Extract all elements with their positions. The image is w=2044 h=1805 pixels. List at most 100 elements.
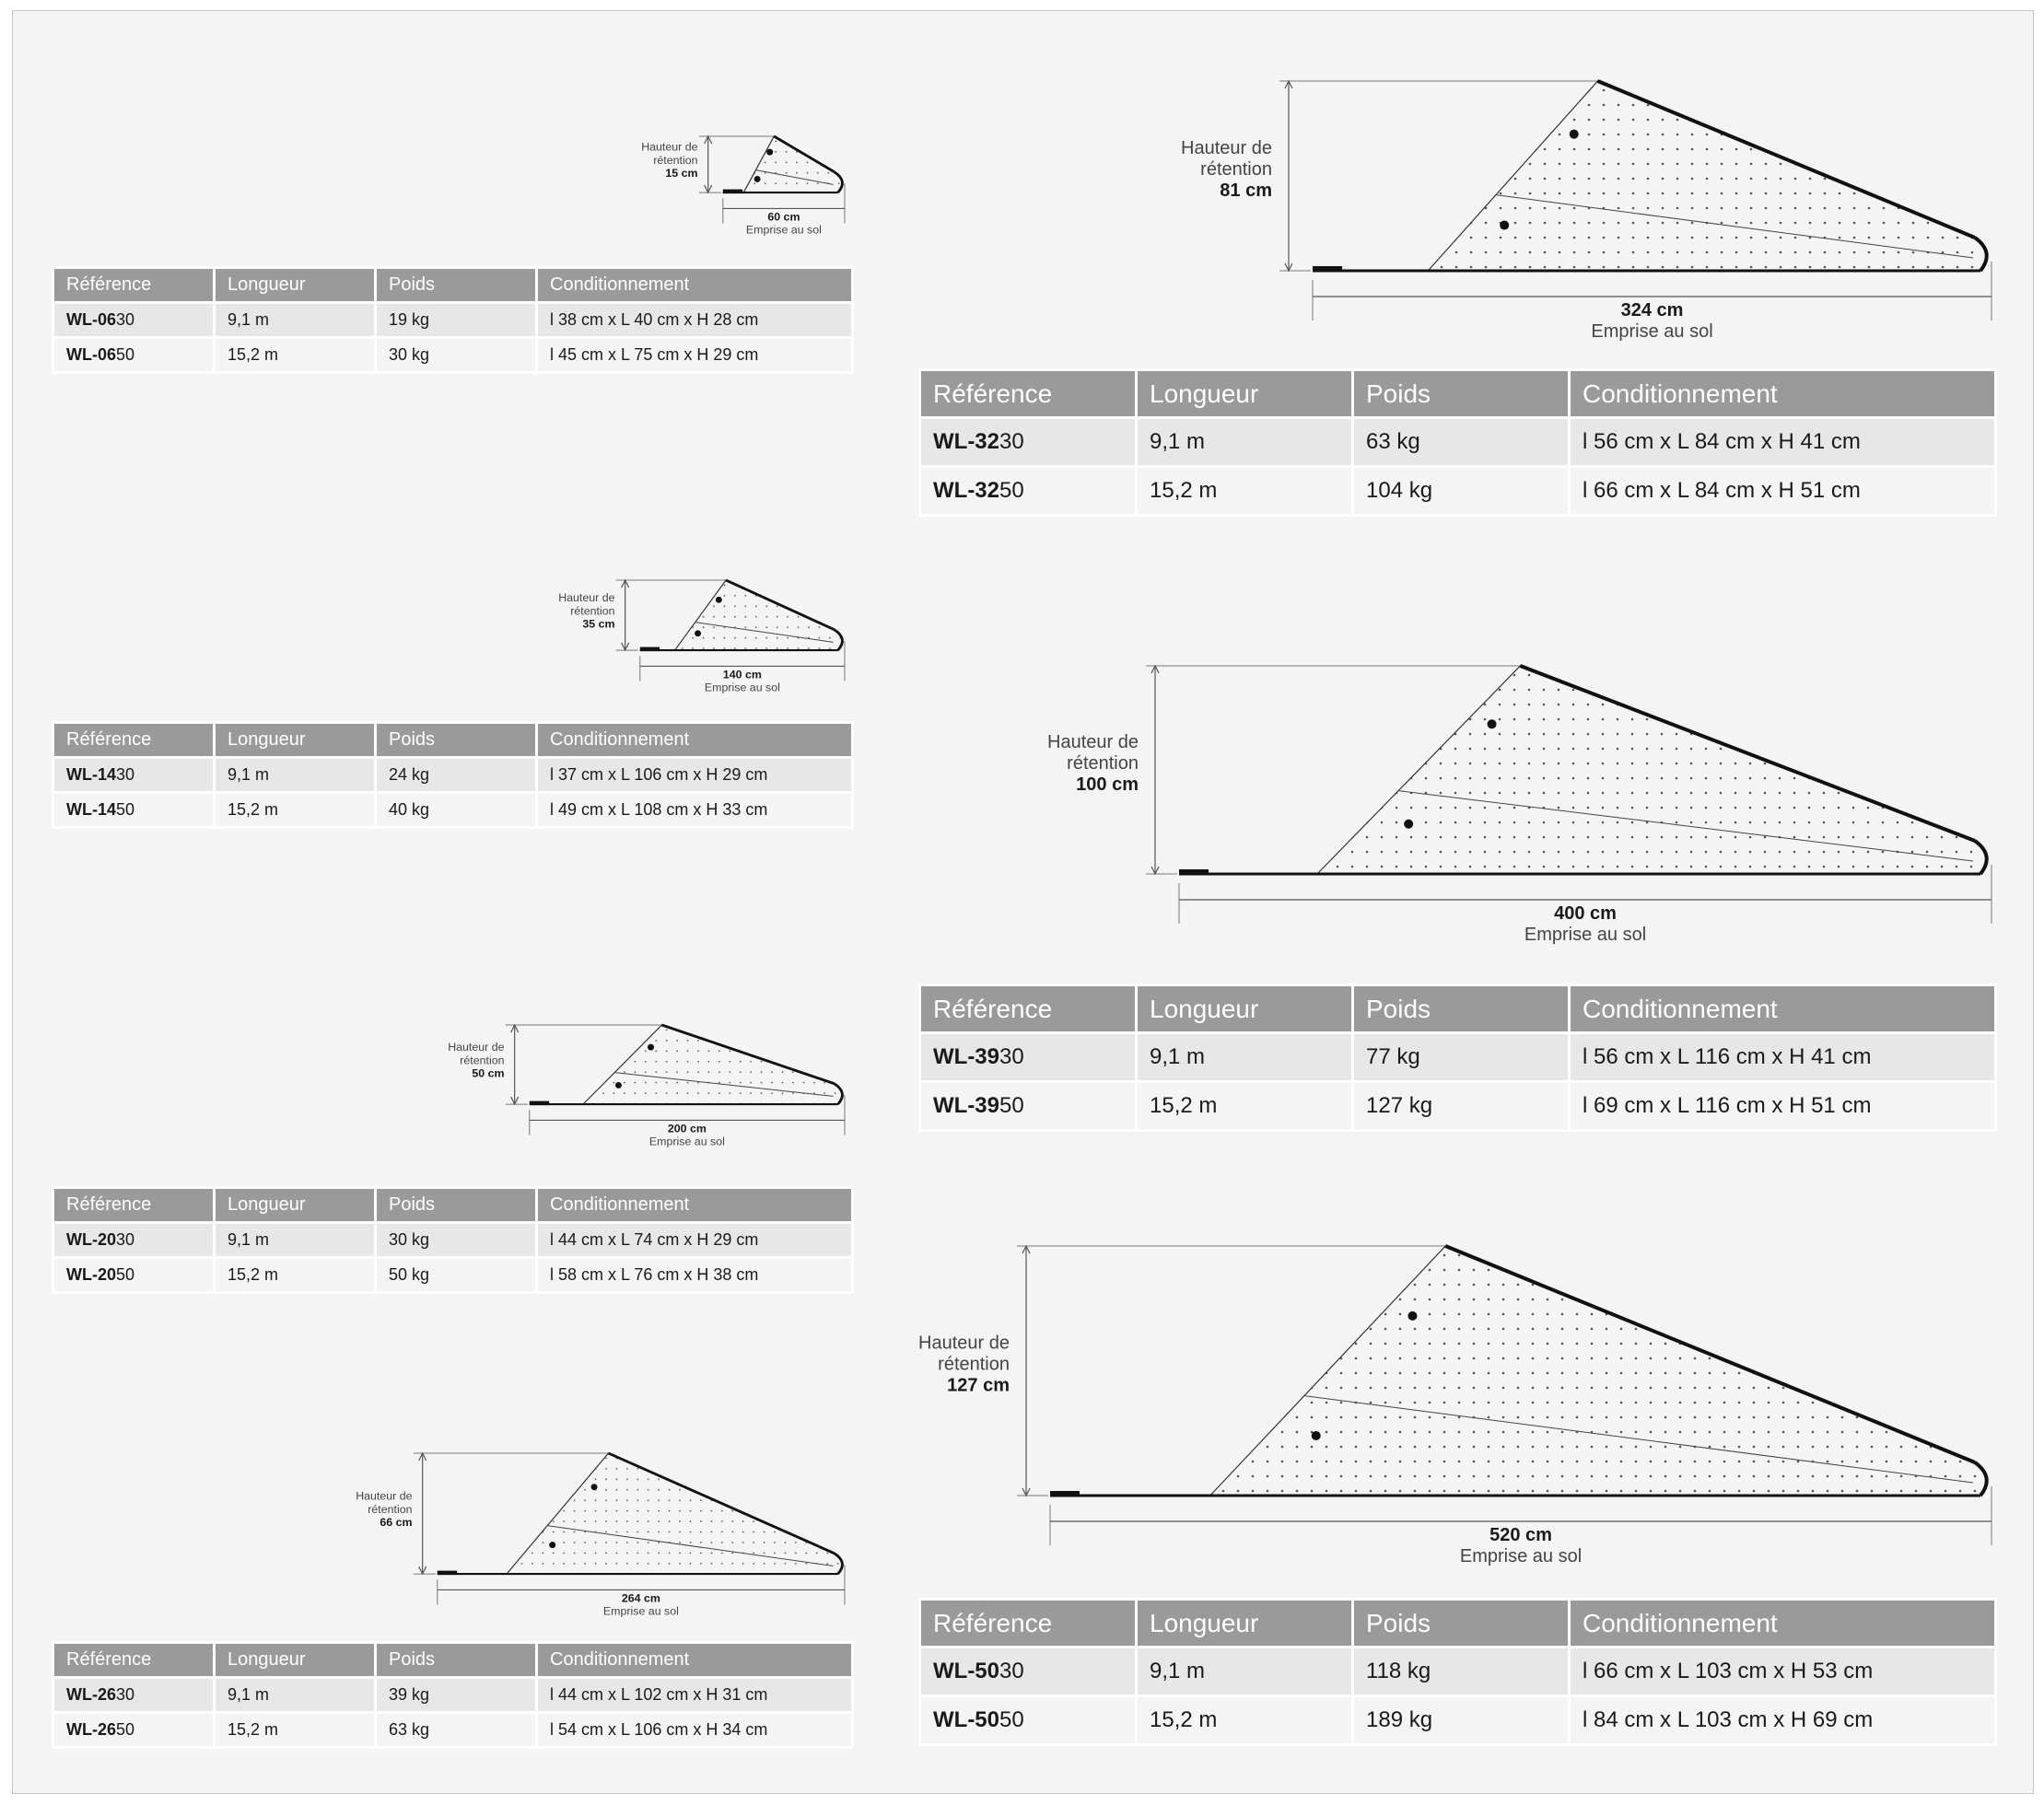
cell-length: 9,1 m — [1138, 1648, 1351, 1694]
height-label-line2: rétention — [1200, 159, 1272, 180]
table-row: WL-1430 9,1 m 24 kg l 37 cm x L 106 cm x H … — [54, 759, 851, 791]
header-packaging: Conditionnement — [1571, 1601, 1994, 1646]
rivet-dot — [715, 596, 722, 603]
arrow-up-icon — [418, 1451, 427, 1461]
footprint-value: 200 cm — [668, 1122, 707, 1135]
height-label-line2: rétention — [368, 1503, 412, 1516]
berm-top-edge — [1596, 79, 1976, 239]
cell-packaging: l 44 cm x L 102 cm x H 31 cm — [538, 1679, 851, 1711]
rivet-dot — [648, 1043, 655, 1051]
rivet-dot — [1407, 1310, 1418, 1321]
berm-strut-line — [1495, 194, 1974, 259]
footprint-label: Emprise au sol — [603, 1605, 679, 1618]
berm-strut-line — [755, 169, 834, 185]
table-row: WL-2030 9,1 m 30 kg l 44 cm x L 74 cm x H 2… — [54, 1224, 851, 1256]
spec-table-wl14: Référence Longueur Poids Conditionnement WL-… — [52, 721, 854, 829]
berm-strut-line — [547, 1525, 834, 1566]
cell-packaging: l 58 cm x L 76 cm x H 38 cm — [538, 1259, 851, 1291]
header-packaging: Conditionnement — [538, 269, 851, 301]
cell-reference: WL-5030 — [921, 1648, 1135, 1694]
footprint-label: Emprise au sol — [705, 681, 780, 694]
cell-weight: 189 kg — [1354, 1697, 1568, 1743]
rivet-dot — [1311, 1430, 1321, 1440]
cell-weight: 63 kg — [1354, 419, 1568, 465]
berm-top-edge — [725, 578, 835, 632]
header-packaging: Conditionnement — [1571, 371, 1994, 416]
header-reference: Référence — [921, 371, 1135, 416]
reference-suffix: 30 — [116, 765, 135, 784]
reference-suffix: 30 — [116, 1685, 135, 1704]
height-label-line1: Hauteur de — [356, 1490, 412, 1503]
berm-strut-line — [1303, 1395, 1974, 1484]
header-weight: Poids — [377, 1189, 535, 1221]
rivet-dot — [695, 630, 702, 637]
anchor-tab — [1313, 266, 1342, 272]
cell-reference: WL-3230 — [921, 419, 1135, 465]
reference-prefix: WL-14 — [66, 800, 116, 819]
height-label-line2: rétention — [570, 604, 614, 617]
cell-weight: 19 kg — [377, 304, 535, 336]
rivet-dot — [614, 1081, 622, 1089]
berm-wall-shape — [1315, 665, 1988, 875]
footprint-value: 264 cm — [622, 1591, 660, 1604]
rivet-dot — [766, 148, 774, 156]
cell-packaging: l 66 cm x L 84 cm x H 51 cm — [1571, 468, 1994, 514]
height-label-line1: Hauteur de — [558, 591, 614, 604]
cell-packaging: l 38 cm x L 40 cm x H 28 cm — [538, 304, 851, 336]
cell-weight: 50 kg — [377, 1259, 535, 1291]
rivet-dot — [1404, 819, 1414, 829]
cell-length: 15,2 m — [216, 794, 374, 826]
footprint-label: Emprise au sol — [1591, 321, 1712, 342]
cell-reference: WL-2630 — [54, 1679, 213, 1711]
footprint-value: 140 cm — [723, 668, 762, 681]
table-row: WL-2630 9,1 m 39 kg l 44 cm x L 102 cm x H … — [54, 1679, 851, 1711]
cell-length: 15,2 m — [1138, 468, 1351, 514]
header-packaging: Conditionnement — [1571, 986, 1994, 1031]
footprint-value: 520 cm — [1489, 1525, 1552, 1545]
reference-prefix: WL-50 — [933, 1659, 999, 1683]
reference-suffix: 30 — [999, 1659, 1024, 1683]
anchor-tab — [1050, 1491, 1080, 1496]
rivet-dot — [1569, 129, 1579, 139]
reference-suffix: 50 — [116, 345, 135, 364]
cell-reference: WL-1450 — [54, 794, 213, 826]
reference-prefix: WL-20 — [66, 1230, 116, 1249]
anchor-tab — [529, 1100, 550, 1106]
reference-prefix: WL-06 — [66, 310, 116, 329]
height-label-line1: Hauteur de — [448, 1041, 504, 1054]
footprint-label: Emprise au sol — [1460, 1546, 1582, 1566]
table-header-row: Référence Longueur Poids Conditionnement — [921, 371, 1994, 416]
reference-prefix: WL-14 — [66, 765, 116, 784]
anchor-tab — [1179, 869, 1209, 875]
header-length: Longueur — [216, 1644, 374, 1676]
spec-table-wl20: Référence Longueur Poids Conditionnement WL-… — [52, 1186, 854, 1294]
arrow-down-icon — [1150, 866, 1160, 876]
berm-end-curve — [834, 1082, 844, 1106]
spec-table-wl50: Référence Longueur Poids Conditionnement WL-… — [918, 1598, 1997, 1746]
table-row: WL-3230 9,1 m 63 kg l 56 cm x L 84 cm x H 4… — [921, 419, 1994, 465]
berm-wall-shape — [1209, 1245, 1988, 1496]
table-row: WL-0630 9,1 m 19 kg l 38 cm x L 40 cm x H 2… — [54, 304, 851, 336]
cell-reference: WL-0650 — [54, 339, 213, 371]
spec-table-wl06: Référence Longueur Poids Conditionnement WL-… — [52, 266, 854, 374]
height-label-line2: rétention — [460, 1054, 504, 1066]
reference-prefix: WL-26 — [66, 1720, 116, 1739]
cell-weight: 39 kg — [377, 1679, 535, 1711]
cell-reference: WL-1430 — [54, 759, 213, 791]
table-row: WL-3930 9,1 m 77 kg l 56 cm x L 116 cm x H … — [921, 1034, 1994, 1080]
table-header-row: Référence Longueur Poids Conditionnement — [921, 1601, 1994, 1646]
berm-top-edge — [661, 1023, 835, 1086]
reference-prefix: WL-26 — [66, 1685, 116, 1704]
header-length: Longueur — [1138, 986, 1351, 1031]
berm-end-curve — [834, 1552, 844, 1576]
header-weight: Poids — [1354, 371, 1568, 416]
spec-table-wl32: Référence Longueur Poids Conditionnement WL-… — [918, 368, 1997, 517]
reference-prefix: WL-06 — [66, 345, 116, 364]
reference-suffix: 30 — [999, 429, 1024, 454]
cell-packaging: l 44 cm x L 74 cm x H 29 cm — [538, 1224, 851, 1256]
table-row: WL-3950 15,2 m 127 kg l 69 cm x L 116 cm x … — [921, 1083, 1994, 1129]
